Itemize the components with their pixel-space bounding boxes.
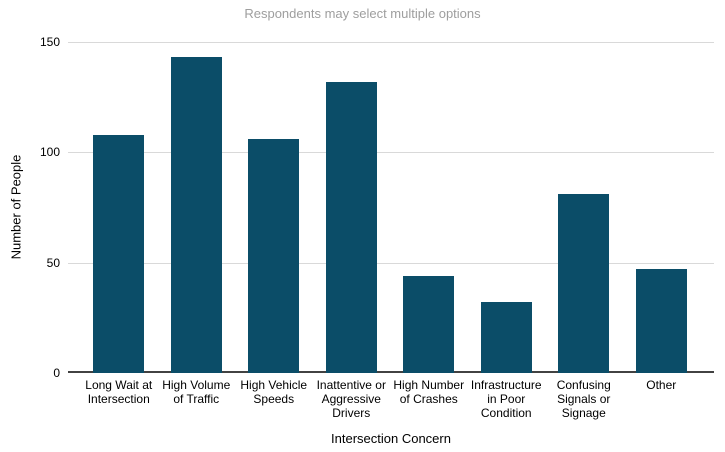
x-category-label-8: Other bbox=[646, 378, 677, 392]
x-axis-title: Intersection Concern bbox=[331, 431, 451, 446]
gridline-50 bbox=[68, 262, 714, 264]
bar-7 bbox=[558, 194, 610, 373]
x-category-label-5: High Number of Crashes bbox=[393, 378, 465, 406]
y-tick-label-50: 50 bbox=[46, 255, 60, 270]
gridline-100 bbox=[68, 152, 714, 154]
plot-area bbox=[68, 42, 714, 373]
y-axis-title: Number of People bbox=[8, 154, 24, 260]
bar-3 bbox=[248, 139, 300, 373]
y-tick-label-150: 150 bbox=[39, 35, 60, 49]
x-category-labels: Long Wait at Intersection High Volume of … bbox=[80, 378, 700, 420]
x-axis-baseline bbox=[68, 371, 714, 373]
bar-8 bbox=[635, 269, 687, 373]
gridline-150 bbox=[68, 42, 714, 43]
bar-4 bbox=[325, 81, 377, 373]
bar-1 bbox=[93, 134, 145, 373]
x-category-label-4: Inattentive or Aggressive Drivers bbox=[316, 378, 386, 420]
chart-title: Respondents may select multiple options bbox=[244, 6, 481, 21]
x-category-label-6: Infrastructure in Poor Condition bbox=[470, 378, 542, 420]
bar-6 bbox=[480, 302, 532, 373]
bar-2 bbox=[170, 57, 222, 373]
y-tick-label-100: 100 bbox=[39, 145, 60, 160]
bar-5 bbox=[403, 275, 455, 373]
x-category-label-7: Confusing Signals or Signage bbox=[556, 378, 611, 420]
x-category-label-1: Long Wait at Intersection bbox=[85, 378, 153, 406]
bar-series bbox=[80, 42, 700, 373]
y-tick-label-0: 0 bbox=[53, 366, 60, 380]
x-category-label-2: High Volume of Traffic bbox=[162, 378, 231, 406]
x-category-label-3: High Vehicle Speeds bbox=[240, 378, 308, 406]
